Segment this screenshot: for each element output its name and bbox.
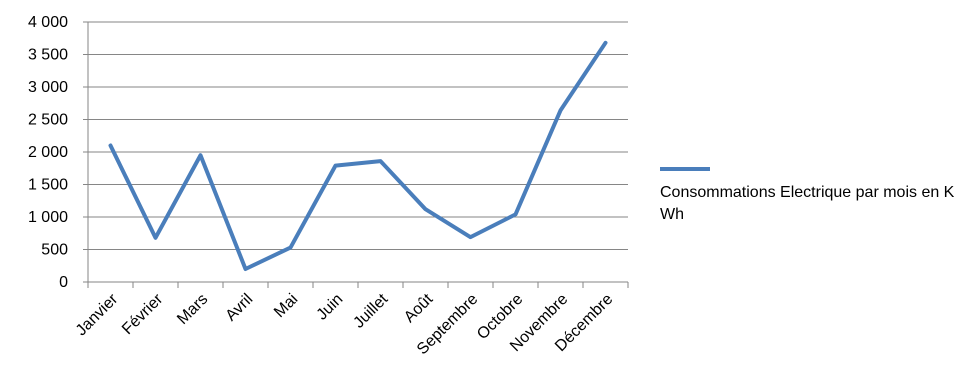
y-tick-labels: 0 500 1 000 1 500 2 000 2 500 3 000 3 500 4 000 (28, 14, 68, 291)
y-tick-label: 500 (41, 242, 68, 259)
legend-line-swatch (660, 166, 710, 171)
y-tick-label: 3 500 (28, 47, 68, 64)
axes (83, 21, 629, 288)
x-tick-label: Mars (174, 291, 211, 328)
gridlines (88, 21, 628, 250)
x-tick-label: Mai (271, 291, 301, 321)
y-tick-label: 3 000 (28, 79, 68, 96)
x-tick-label: Juin (314, 291, 347, 324)
y-tick-label: 4 000 (28, 14, 68, 31)
y-tick-label: 0 (59, 274, 68, 291)
x-tick-label: Avril (223, 291, 257, 325)
y-tick-label: 1 500 (28, 177, 68, 194)
y-tick-label: 2 500 (28, 112, 68, 129)
legend: Consommations Electrique par mois en K W… (660, 160, 975, 226)
x-tick-label: Janvier (73, 290, 122, 339)
series-group (108, 40, 608, 271)
y-tick-label: 1 000 (28, 209, 68, 226)
x-tick-label: Août (401, 290, 437, 326)
x-tick-label: Février (119, 290, 167, 338)
x-tick-label: Juillet (350, 290, 391, 331)
series-line (108, 40, 608, 271)
legend-label: Consommations Electrique par mois en K W… (660, 184, 955, 223)
y-tick-label: 2 000 (28, 144, 68, 161)
